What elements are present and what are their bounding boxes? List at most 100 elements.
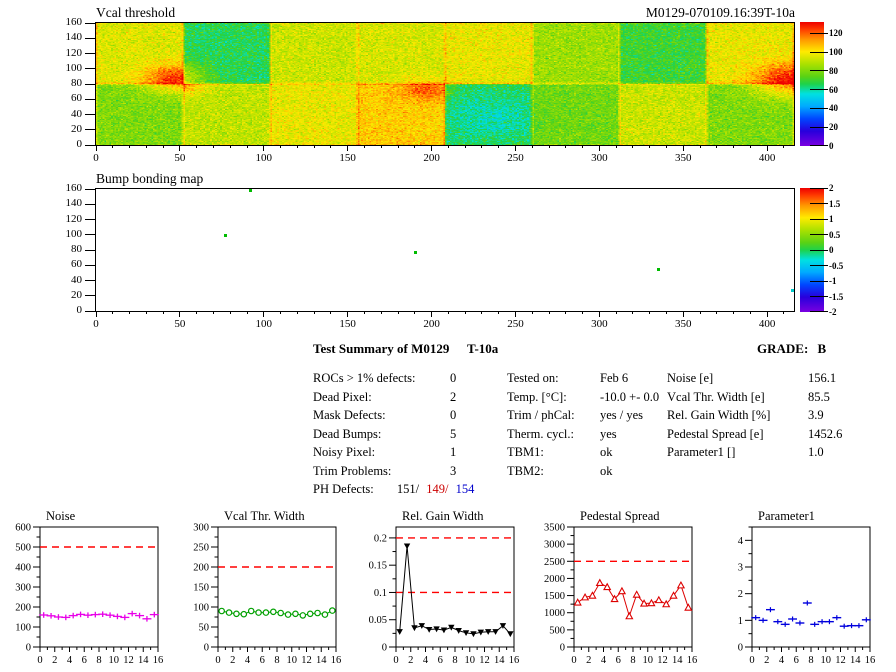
y-tick-label: 0 [382, 643, 387, 654]
y-tick-label: 2500 [544, 557, 565, 568]
summary-row-dead-pixel-value: 2 [450, 390, 457, 404]
x-tick-mark [179, 145, 181, 151]
x-tick-label: 14 [494, 655, 505, 666]
x-minor-tick [330, 311, 332, 314]
summary-row-ph-defects: PH Defects: 151/ 149/ 154 [313, 482, 474, 497]
x-minor-tick [129, 145, 131, 148]
x-tick-label: 2 [52, 655, 57, 666]
x-tick-label: 6 [260, 655, 265, 666]
data-point-marker [321, 611, 329, 618]
data-point-marker [403, 543, 411, 550]
x-tick-label: 10 [109, 655, 120, 666]
y-tick-label: 0 [204, 643, 209, 654]
colorbar-tick-mark [810, 234, 828, 235]
x-tick-label: 50 [174, 318, 186, 330]
y-tick-label: 20 [71, 122, 82, 135]
y-tick-mark [85, 144, 95, 146]
x-tick-mark [682, 145, 684, 151]
x-minor-tick [397, 311, 399, 314]
x-tick-label: 350 [675, 318, 692, 330]
data-point-marker [329, 607, 336, 614]
data-point-marker [632, 590, 641, 598]
y-tick-mark [85, 68, 95, 70]
summary-row-trim-phcal-label: Trim / phCal: [507, 408, 575, 422]
colorbar-tick-label: 0.5 [829, 229, 841, 240]
x-minor-tick [313, 311, 315, 314]
y-tick-mark [85, 295, 95, 297]
colorbar-tick-mark [810, 218, 828, 220]
data-point-marker [507, 631, 514, 638]
y-tick-label: 100 [193, 603, 209, 614]
x-minor-tick [716, 145, 718, 148]
colorbar-tick-mark [810, 51, 828, 53]
x-tick-mark [514, 145, 516, 151]
x-minor-tick [582, 311, 584, 314]
data-point-marker [314, 609, 321, 617]
data-point-marker [492, 629, 499, 635]
colorbar-tick-label: 1.5 [829, 198, 841, 209]
x-minor-tick [565, 145, 567, 148]
x-minor-tick [246, 311, 248, 314]
x-minor-tick [783, 311, 785, 314]
x-tick-mark [598, 311, 600, 317]
y-tick-label: 60 [71, 92, 82, 105]
data-point-marker [470, 631, 477, 638]
summary-row-vcal-width-value: 85.5 [808, 390, 830, 404]
data-point-marker [292, 610, 299, 618]
data-point-marker [418, 623, 426, 629]
y-tick-mark [85, 37, 95, 39]
x-minor-tick [296, 311, 298, 314]
data-point-marker [647, 598, 656, 607]
x-tick-label: 100 [255, 152, 273, 164]
y-tick-label: 100 [65, 61, 83, 74]
y-tick-label: 250 [193, 543, 209, 554]
x-minor-tick [498, 145, 500, 148]
defect-pixel-dot [249, 189, 253, 192]
x-minor-tick [196, 311, 198, 314]
x-tick-label: 8 [808, 655, 813, 666]
y-tick-label: 160 [65, 182, 83, 194]
x-tick-label: 2 [764, 655, 769, 666]
y-tick-label: 0.1 [374, 588, 387, 599]
colorbar-tick-mark [810, 249, 828, 251]
x-minor-tick [196, 145, 198, 148]
pedestal-plot-title: Pedestal Spread [580, 509, 660, 523]
x-tick-label: 300 [591, 318, 608, 330]
defect-pixel-dot [413, 250, 417, 254]
series-line [399, 546, 511, 635]
vcal-width-plot-title: Vcal Thr. Width [224, 509, 305, 523]
pedestal-plot-panel: Pedestal Spread 0 500 1000 1500 2000 2500 3000… [534, 505, 718, 672]
x-minor-tick [229, 145, 231, 148]
x-tick-label: 150 [339, 318, 356, 330]
grade-label: GRADE: [757, 341, 809, 356]
x-minor-tick [498, 311, 500, 314]
y-tick-mark [85, 53, 95, 54]
vcal-colorbar: 0 20 40 60 80 100 120 [800, 22, 843, 151]
summary-title: Test Summary of M0129 [313, 341, 449, 357]
y-tick-label: 500 [15, 543, 31, 554]
colorbar-tick-mark [810, 107, 828, 109]
x-tick-mark [179, 311, 181, 317]
y-tick-label: 120 [65, 212, 83, 225]
colorbar-tick-label: 0 [829, 245, 834, 255]
x-minor-tick [280, 145, 282, 148]
noise-plot-title: Noise [46, 509, 76, 523]
y-tick-label: 1500 [544, 591, 565, 602]
ph-defects-label: PH Defects: [313, 482, 374, 496]
summary-row-rel-gain-value: 3.9 [808, 408, 824, 422]
ph-defects-red: 149/ [426, 482, 449, 496]
y-tick-mark [85, 83, 95, 85]
data-point-marker [396, 629, 403, 635]
x-tick-label: 6 [82, 655, 87, 666]
data-point-marker [676, 580, 686, 589]
plot-frame [217, 526, 337, 648]
x-tick-label: 50 [174, 152, 186, 164]
x-minor-tick [749, 311, 751, 314]
summary-row-noisy-pixel-label: Noisy Pixel: [313, 445, 376, 459]
x-tick-label: 0 [215, 655, 220, 666]
y-tick-label: 40 [71, 107, 82, 120]
x-minor-tick [212, 311, 214, 314]
x-tick-label: 4 [601, 655, 607, 666]
parameter1-plot-panel: Parameter1 0 1 2 3 4 0 2 4 6 8 10 12 14 16 [712, 505, 896, 672]
